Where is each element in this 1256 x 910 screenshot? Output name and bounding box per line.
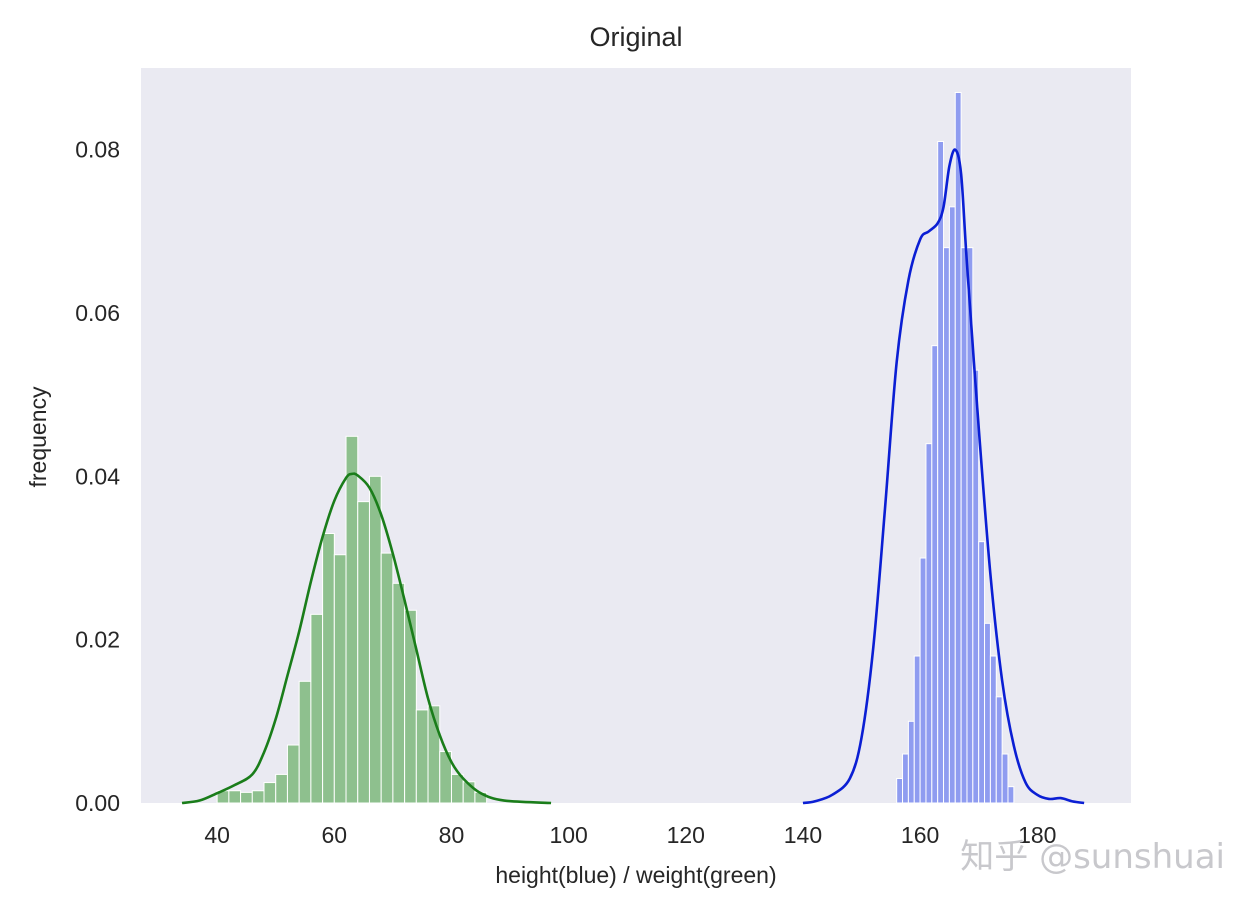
- histogram-bar-0-2: [240, 791, 253, 804]
- histogram-bar-0-6: [286, 744, 300, 804]
- kde-line-1: [802, 148, 1085, 805]
- y-tick-labels: 0.00 0.02 0.04 0.06 0.08: [75, 137, 120, 816]
- histogram-bar-1-1: [902, 753, 909, 804]
- histogram-bar-0-16: [404, 609, 417, 804]
- x-tick-label-6: 160: [901, 822, 939, 848]
- histogram-bar-1-16: [989, 655, 997, 804]
- histogram-bar-1-14: [978, 541, 986, 804]
- x-tick-label-4: 120: [667, 822, 705, 848]
- chart-title: Original: [589, 22, 682, 52]
- histogram-bar-1-3: [913, 655, 921, 804]
- x-tick-labels: 40 60 80 100 120 140 160 180: [204, 822, 1056, 848]
- histogram-bar-1-17: [995, 696, 1003, 804]
- histogram-bars: [216, 92, 1015, 804]
- histogram-bar-1-9: [948, 206, 956, 804]
- histogram-bar-0-13: [368, 475, 382, 804]
- histogram-bar-1-15: [984, 622, 991, 804]
- histogram-bar-1-0: [896, 778, 904, 804]
- x-tick-label-0: 40: [204, 822, 230, 848]
- x-tick-label-5: 140: [784, 822, 822, 848]
- histogram-bar-0-14: [380, 552, 394, 804]
- histogram-bar-0-4: [263, 782, 277, 804]
- x-tick-label-3: 100: [549, 822, 587, 848]
- histogram-bar-0-11: [345, 435, 359, 804]
- histogram-bar-1-4: [919, 557, 927, 804]
- x-tick-label-7: 180: [1018, 822, 1056, 848]
- histogram-bar-0-7: [298, 680, 312, 804]
- histogram-bar-1-8: [943, 247, 950, 804]
- histogram-bar-0-12: [357, 501, 370, 804]
- histogram-bar-1-19: [1007, 786, 1015, 804]
- histogram-bar-0-8: [310, 613, 324, 804]
- histogram-bar-1-10: [954, 92, 962, 804]
- histogram-bar-1-11: [960, 247, 968, 804]
- y-axis-label: frequency: [25, 386, 51, 488]
- histogram-bar-0-20: [450, 773, 464, 804]
- x-tick-label-1: 60: [322, 822, 348, 848]
- histogram-bar-0-3: [251, 790, 265, 804]
- histogram-bar-0-15: [392, 582, 406, 804]
- x-axis-label: height(blue) / weight(green): [495, 862, 776, 888]
- y-tick-label-1: 0.02: [75, 627, 120, 653]
- watermark: 知乎 @sunshuai: [960, 837, 1225, 877]
- histogram-bar-0-5: [275, 773, 288, 804]
- kde-curves: [181, 148, 1085, 805]
- kde-line-0: [181, 472, 552, 805]
- y-tick-label-4: 0.08: [75, 137, 120, 163]
- histogram-bar-1-18: [1001, 753, 1009, 804]
- histogram-bar-1-13: [972, 369, 980, 804]
- y-tick-label-0: 0.00: [75, 790, 120, 816]
- x-tick-label-2: 80: [439, 822, 465, 848]
- y-tick-label-3: 0.06: [75, 300, 120, 326]
- histogram-bar-1-2: [907, 720, 915, 804]
- histogram-bar-1-5: [925, 443, 933, 804]
- histogram-bar-0-10: [333, 554, 347, 804]
- histogram-bar-1-7: [937, 141, 945, 804]
- histogram-bar-1-6: [931, 345, 939, 804]
- histogram-bar-0-9: [322, 533, 335, 804]
- histogram-bar-0-1: [228, 790, 242, 804]
- histogram-bar-0-17: [415, 709, 429, 804]
- y-tick-label-2: 0.04: [75, 463, 120, 489]
